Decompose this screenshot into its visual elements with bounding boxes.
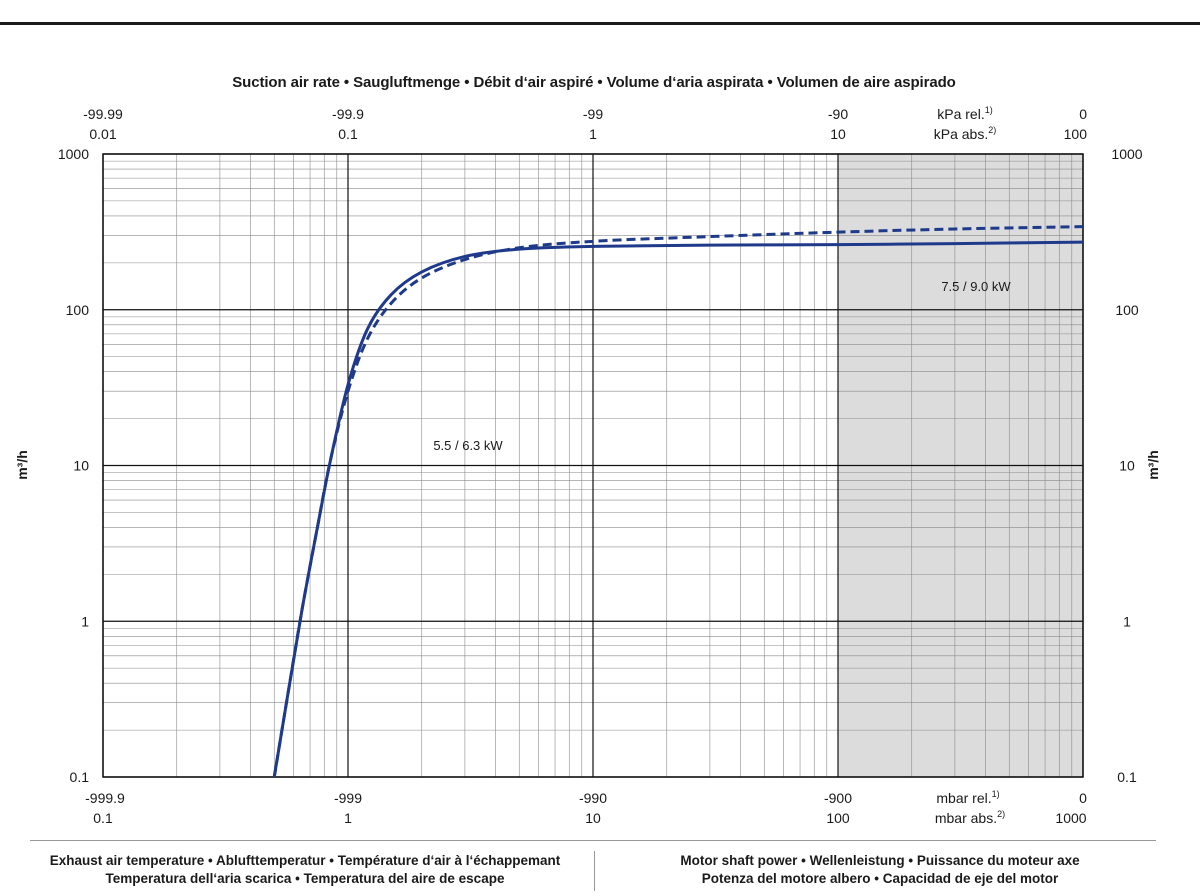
top-axis-tick-abs: 0.1 bbox=[338, 126, 358, 142]
bottom-axis-tick-rel: 0 bbox=[1079, 790, 1087, 806]
y-tick-label-left: 100 bbox=[66, 302, 90, 318]
bottom-axis-tick-abs: 1000 bbox=[1055, 810, 1086, 826]
y-tick-label-left: 10 bbox=[73, 458, 89, 474]
top-axis-tick-abs: 0.01 bbox=[89, 126, 116, 142]
top-axis-tick-rel: 0 bbox=[1079, 106, 1087, 122]
footer-rule bbox=[30, 840, 1156, 841]
top-axis-tick-rel: -99 bbox=[583, 106, 603, 122]
top-axis-tick-rel: -99.9 bbox=[332, 106, 364, 122]
bottom-axis-tick-abs: 10 bbox=[585, 810, 601, 826]
bottom-axis-tick-rel: -999 bbox=[334, 790, 362, 806]
top-rule bbox=[0, 22, 1200, 25]
top-axis-tick-rel: -99.99 bbox=[83, 106, 123, 122]
footer-right-line1: Motor shaft power • Wellenleistung • Pui… bbox=[680, 853, 1080, 868]
bottom-axis-tick-rel: -990 bbox=[579, 790, 607, 806]
footer-exhaust-temperature: Exhaust air temperature • Ablufttemperat… bbox=[20, 852, 590, 888]
y-tick-label-right: 1000 bbox=[1111, 146, 1142, 162]
y-tick-label-right: 0.1 bbox=[1117, 769, 1137, 785]
top-axis-unit-rel: kPa rel.1) bbox=[937, 105, 992, 122]
top-axis-tick-abs: 100 bbox=[1064, 126, 1088, 142]
footer-divider bbox=[594, 851, 595, 891]
bottom-axis-tick-abs: 0.1 bbox=[93, 810, 113, 826]
annotation-5-5-kw: 5.5 / 6.3 kW bbox=[433, 438, 503, 453]
top-axis-tick-abs: 10 bbox=[830, 126, 846, 142]
y-tick-label-right: 10 bbox=[1119, 458, 1135, 474]
annotation-7-5-kw: 7.5 / 9.0 kW bbox=[941, 279, 1011, 294]
bottom-axis-tick-abs: 100 bbox=[826, 810, 850, 826]
y-tick-label-left: 1000 bbox=[58, 146, 89, 162]
y-axis-label-right: m³/h bbox=[1145, 450, 1161, 480]
footer-left-line1: Exhaust air temperature • Ablufttemperat… bbox=[49, 853, 561, 868]
y-tick-label-right: 100 bbox=[1115, 302, 1139, 318]
top-axis-tick-abs: 1 bbox=[589, 126, 597, 142]
bottom-axis-tick-rel: -900 bbox=[824, 790, 852, 806]
series-line-2 bbox=[272, 225, 1084, 778]
top-axis-tick-rel: -90 bbox=[828, 106, 848, 122]
bottom-axis-unit-abs: mbar abs.2) bbox=[935, 809, 1005, 826]
chart-title: Suction air rate • Saugluftmenge • Débit… bbox=[232, 74, 956, 91]
footer-motor-shaft-power: Motor shaft power • Wellenleistung • Pui… bbox=[600, 852, 1160, 888]
y-tick-label-left: 0.1 bbox=[70, 769, 90, 785]
bottom-axis-tick-abs: 1 bbox=[344, 810, 352, 826]
footer-left-line2: Temperatura dell‘aria scarica • Temperat… bbox=[105, 871, 505, 886]
y-axis-label-left: m³/h bbox=[14, 450, 30, 480]
y-tick-label-left: 1 bbox=[81, 613, 89, 629]
bottom-axis-tick-rel: -999.9 bbox=[85, 790, 125, 806]
bottom-axis-unit-rel: mbar rel.1) bbox=[936, 789, 999, 806]
plot-frame bbox=[102, 153, 1084, 778]
footer-right-line2: Potenza del motore albero • Capacidad de… bbox=[701, 871, 1059, 886]
top-axis-unit-abs: kPa abs.2) bbox=[934, 125, 997, 142]
y-tick-label-right: 1 bbox=[1123, 613, 1131, 629]
